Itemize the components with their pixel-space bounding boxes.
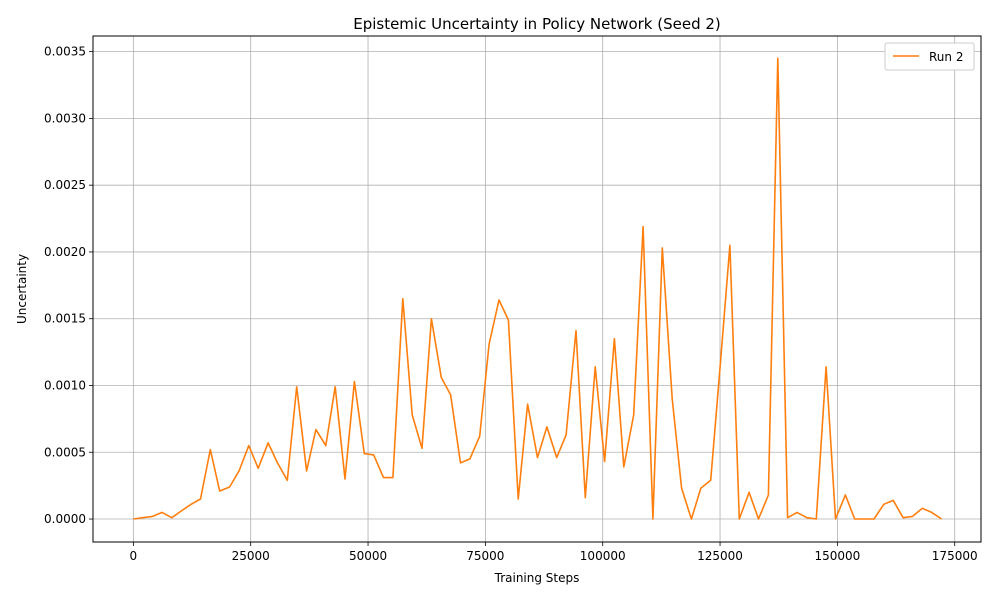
x-tick-label: 0 [130,549,138,563]
legend: Run 2 [884,42,975,71]
y-tick-label: 0.0020 [44,245,86,259]
plot-area-frame [92,35,982,543]
x-tick-label: 150000 [814,549,860,563]
y-tick-label: 0.0035 [44,45,86,59]
legend-label-run-2: Run 2 [929,50,963,64]
y-axis-label: Uncertainty [15,254,29,324]
series-layer [133,57,943,520]
legend-box [884,42,975,71]
x-tick-label: 25000 [232,549,270,563]
x-axis-ticks: 0 25000 50000 75000 100000 125000 150000 175000 [130,542,978,563]
y-tick-label: 0.0000 [44,512,86,526]
x-tick-label: 125000 [697,549,743,563]
y-tick-label: 0.0025 [44,178,86,192]
x-tick-label: 50000 [349,549,387,563]
series-line-run-2 [133,57,943,520]
x-tick-label: 100000 [580,549,626,563]
x-axis-label: Training Steps [494,571,580,585]
chart-title: Epistemic Uncertainty in Policy Network … [353,15,721,33]
y-tick-label: 0.0015 [44,312,86,326]
x-tick-label: 75000 [466,549,504,563]
y-axis-ticks: 0.0000 0.0005 0.0010 0.0015 0.0020 0.0025 0.00… [44,45,93,526]
y-tick-label: 0.0010 [44,378,86,392]
y-tick-label: 0.0030 [44,111,86,125]
y-tick-label: 0.0005 [44,445,86,459]
x-tick-label: 175000 [932,549,978,563]
grid [93,36,981,542]
